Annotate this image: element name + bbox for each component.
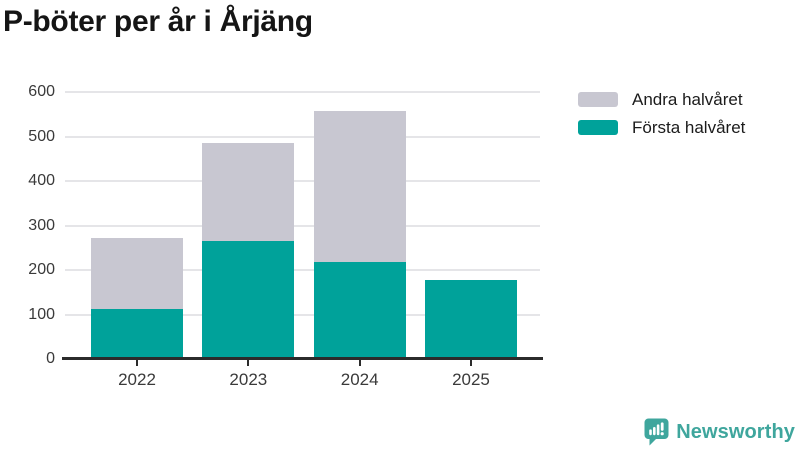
gridline-100	[65, 313, 540, 316]
y-axis-label-400: 400	[28, 172, 55, 189]
y-axis-label-600: 600	[28, 83, 55, 100]
bar-2022-andra-halv-ret	[91, 237, 183, 310]
x-axis-label-2023: 2023	[229, 370, 268, 389]
bar-2023-f-rsta-halv-ret	[202, 240, 295, 359]
chart-title: P-böter per år i Årjäng	[3, 5, 313, 38]
gridline-600	[65, 91, 540, 93]
y-axis-label-500: 500	[28, 127, 55, 145]
x-axis-label-2024: 2024	[340, 370, 379, 389]
x-axis-label-2022: 2022	[118, 370, 156, 389]
x-tick-2024	[358, 360, 361, 366]
bar-2023-andra-halv-ret	[202, 142, 295, 241]
y-axis-label-200: 200	[28, 261, 55, 278]
legend-swatch-icon	[578, 120, 618, 135]
x-tick-2025	[469, 360, 472, 366]
legend-label: Första halvåret	[632, 117, 746, 137]
legend-swatch-icon	[578, 92, 618, 107]
bar-2022-f-rsta-halv-ret	[91, 309, 183, 359]
bar-2025-f-rsta-halv-ret	[424, 279, 517, 359]
x-axis-line	[62, 357, 543, 360]
bar-2024-f-rsta-halv-ret	[313, 262, 406, 359]
gridline-200	[65, 269, 540, 271]
legend-label: Andra halvåret	[632, 89, 743, 109]
legend-item-f-rsta-halv-ret: Första halvåret	[578, 117, 746, 137]
y-axis-label-0: 0	[46, 350, 55, 367]
gridline-400	[65, 180, 540, 182]
bar-2024-andra-halv-ret	[313, 111, 406, 263]
newsworthy-logo: Newsworthy	[644, 418, 795, 446]
x-tick-2022	[136, 360, 138, 366]
y-axis-label-100: 100	[28, 305, 55, 323]
y-axis-label-300: 300	[28, 216, 55, 234]
x-tick-2023	[247, 360, 250, 366]
newsworthy-wordmark: Newsworthy	[676, 420, 795, 443]
gridline-300	[65, 224, 540, 227]
legend-item-andra-halv-ret: Andra halvåret	[578, 89, 745, 109]
newsworthy-bubble-chart-icon	[644, 418, 669, 446]
gridline-500	[65, 135, 540, 138]
x-axis-label-2025: 2025	[452, 370, 490, 389]
plot-area: 0 100 200 300 400 500 600 2022 2023 2024 2025	[28, 83, 543, 389]
legend: Andra halvåret Första halvåret	[578, 89, 746, 148]
